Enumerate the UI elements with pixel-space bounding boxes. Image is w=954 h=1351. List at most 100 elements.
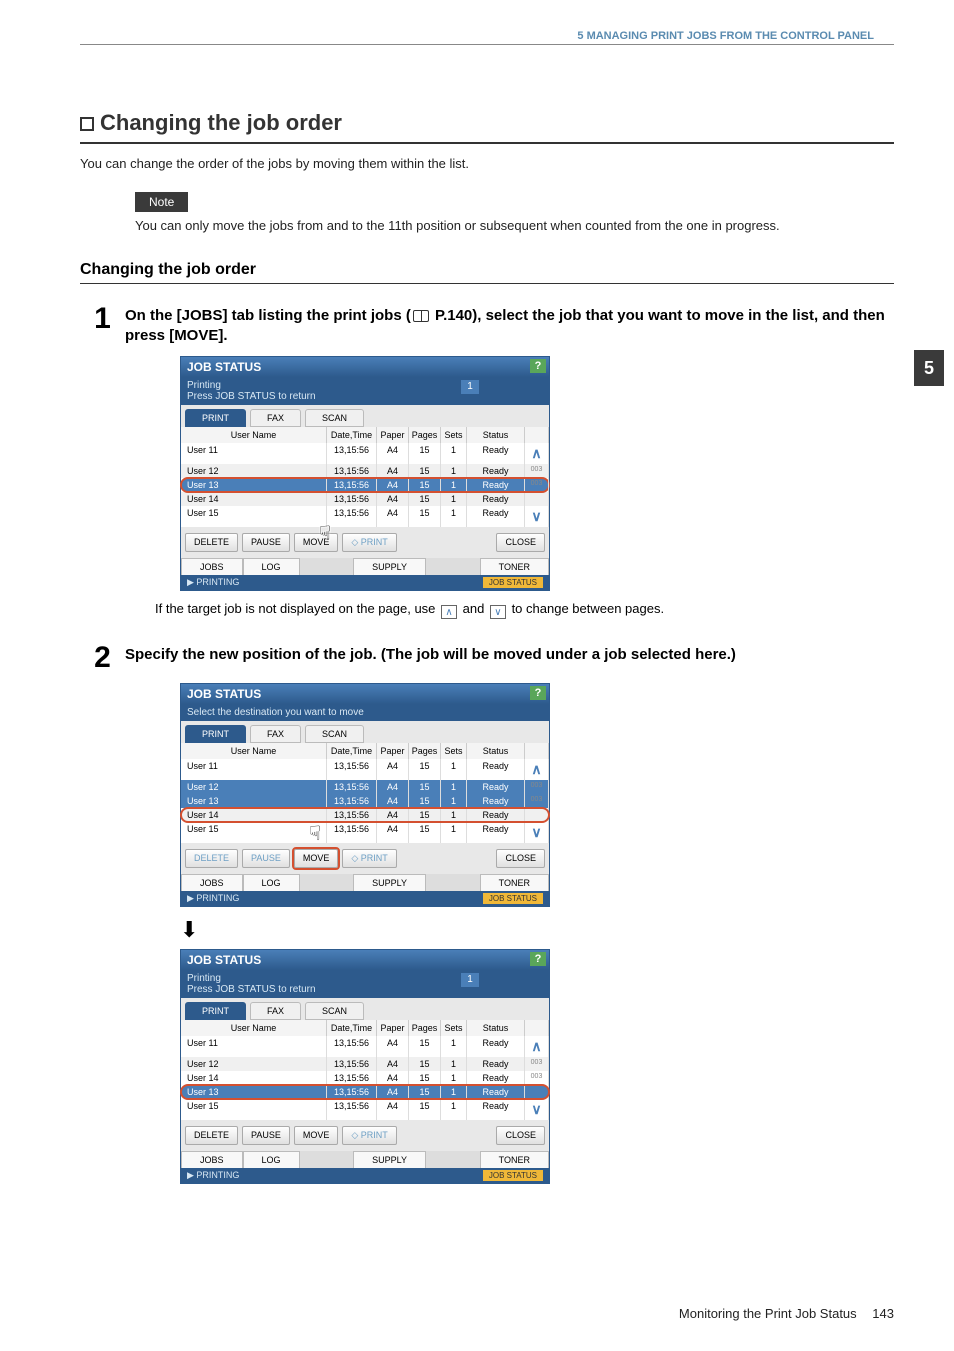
tab-fax[interactable]: FAX [250, 725, 301, 743]
col-datetime: Date,Time [327, 1020, 377, 1036]
scroll-down-button[interactable]: ∨ [525, 1099, 549, 1120]
tab-log[interactable]: LOG [243, 1151, 300, 1168]
close-button[interactable]: CLOSE [496, 1126, 545, 1145]
cell-pages: 15 [409, 1099, 441, 1120]
tab-toner[interactable]: TONER [480, 1151, 549, 1168]
tab-scan[interactable]: SCAN [305, 725, 364, 743]
panel-title: JOB STATUS? [181, 684, 549, 704]
tab-jobs[interactable]: JOBS [181, 1151, 243, 1168]
close-button[interactable]: CLOSE [496, 533, 545, 552]
tab-log[interactable]: LOG [243, 874, 300, 891]
cell-datetime: 13,15:56 [327, 794, 377, 808]
move-button[interactable]: MOVE [294, 849, 339, 868]
table-row[interactable]: User 11 13,15:56 A4 15 1 Ready ∧ [181, 1036, 549, 1057]
cell-sets: 1 [441, 822, 467, 843]
cell-pages: 15 [409, 808, 441, 822]
job-status-button[interactable]: JOB STATUS [483, 893, 543, 904]
pause-button[interactable]: PAUSE [242, 1126, 290, 1145]
print-button[interactable]: ◇ PRINT [342, 1126, 396, 1145]
cell-datetime: 13,15:56 [327, 1036, 377, 1057]
scroll-down-button[interactable]: ∨ [525, 822, 549, 843]
chapter-header: 5 MANAGING PRINT JOBS FROM THE CONTROL P… [80, 20, 894, 42]
scroll-down-button[interactable]: ∨ [525, 506, 549, 527]
tab-jobs[interactable]: JOBS [181, 558, 243, 575]
delete-button[interactable]: DELETE [185, 1126, 238, 1145]
tab-toner[interactable]: TONER [480, 874, 549, 891]
tab-supply[interactable]: SUPPLY [353, 874, 426, 891]
section-rule [80, 142, 894, 144]
scroll-up-button[interactable]: ∧ [525, 443, 549, 464]
table-row[interactable]: User 13 13,15:56 A4 15 1 Ready [181, 1085, 549, 1099]
tab-supply[interactable]: SUPPLY [353, 1151, 426, 1168]
tab-print[interactable]: PRINT [185, 409, 246, 427]
cell-pages: 15 [409, 780, 441, 794]
status-bar: ▶ PRINTING JOB STATUS [181, 1168, 549, 1183]
tab-fax[interactable]: FAX [250, 409, 301, 427]
tab-jobs[interactable]: JOBS [181, 874, 243, 891]
delete-button[interactable]: DELETE [185, 533, 238, 552]
panel-subtitle: PrintingPress JOB STATUS to return1 [181, 377, 549, 405]
job-status-button[interactable]: JOB STATUS [483, 1170, 543, 1181]
cap-b: and [459, 601, 488, 616]
cell-sets: 1 [441, 1036, 467, 1057]
cell-user: User 13 [181, 794, 327, 808]
table-row[interactable]: User 15 13,15:56 A4 15 1 Ready ∨ [181, 506, 549, 527]
scroll-up-button[interactable]: ∧ [525, 1036, 549, 1057]
step-2: 2 Specify the new position of the job. (… [80, 641, 894, 673]
tab-toner[interactable]: TONER [480, 558, 549, 575]
cap-c: to change between pages. [508, 601, 664, 616]
tab-print[interactable]: PRINT [185, 1002, 246, 1020]
scroll-up-button[interactable]: ∧ [525, 759, 549, 780]
table-row[interactable]: User 14 13,15:56 A4 15 1 Ready 003 [181, 1071, 549, 1085]
screenshot-3: JOB STATUS? PrintingPress JOB STATUS to … [180, 949, 894, 1184]
pause-button[interactable]: PAUSE [242, 533, 290, 552]
panel-title: JOB STATUS? [181, 950, 549, 970]
action-buttons: DELETE PAUSE MOVE ◇ PRINT CLOSE [181, 843, 549, 874]
pause-button[interactable]: PAUSE [242, 849, 290, 868]
move-button[interactable]: MOVE [294, 1126, 339, 1145]
help-button[interactable]: ? [530, 359, 546, 373]
table-row[interactable]: User 11 13,15:56 A4 15 1 Ready ∧ [181, 759, 549, 780]
status-left: ▶ PRINTING [187, 893, 239, 904]
cell-sets: 1 [441, 808, 467, 822]
table-row[interactable]: User 11 13,15:56 A4 15 1 Ready ∧ [181, 443, 549, 464]
tab-fax[interactable]: FAX [250, 1002, 301, 1020]
list-body: User 11 13,15:56 A4 15 1 Ready ∧ User 12… [181, 1036, 549, 1120]
close-button[interactable]: CLOSE [496, 849, 545, 868]
print-button[interactable]: ◇ PRINT [342, 849, 396, 868]
tab-scan[interactable]: SCAN [305, 409, 364, 427]
table-row[interactable]: User 12 13,15:56 A4 15 1 Ready 003 [181, 1057, 549, 1071]
delete-button[interactable]: DELETE [185, 849, 238, 868]
cell-datetime: 13,15:56 [327, 443, 377, 464]
cell-pages: 15 [409, 478, 441, 492]
table-row[interactable]: User 14 13,15:56 A4 15 1 Ready [181, 808, 549, 822]
table-row[interactable]: User 12 13,15:56 A4 15 1 Ready 003 [181, 464, 549, 478]
table-row[interactable]: User 13 13,15:56 A4 15 1 Ready 003 [181, 478, 549, 492]
cell-user: User 15 [181, 822, 327, 843]
cell-datetime: 13,15:56 [327, 492, 377, 506]
cell-paper: A4 [377, 506, 409, 527]
table-row[interactable]: User 12 13,15:56 A4 15 1 Ready 003 [181, 780, 549, 794]
tab-log[interactable]: LOG [243, 558, 300, 575]
cell-pages: 15 [409, 1036, 441, 1057]
print-button[interactable]: ◇ PRINT [342, 533, 396, 552]
step1-caption: If the target job is not displayed on th… [155, 601, 894, 617]
table-row[interactable]: User 15 13,15:56 A4 15 1 Ready ∨ [181, 1099, 549, 1120]
cell-paper: A4 [377, 1071, 409, 1085]
col-pages: Pages [409, 427, 441, 443]
table-row[interactable]: User 14 13,15:56 A4 15 1 Ready [181, 492, 549, 506]
tab-scan[interactable]: SCAN [305, 1002, 364, 1020]
note-label: Note [135, 192, 188, 212]
tab-print[interactable]: PRINT [185, 725, 246, 743]
table-row[interactable]: User 13 13,15:56 A4 15 1 Ready 003 [181, 794, 549, 808]
job-status-button[interactable]: JOB STATUS [483, 577, 543, 588]
table-row[interactable]: User 15 13,15:56 A4 15 1 Ready ∨ [181, 822, 549, 843]
move-button[interactable]: MOVE [294, 533, 339, 552]
col-paper: Paper [377, 427, 409, 443]
help-button[interactable]: ? [530, 686, 546, 700]
cell-status: Ready [467, 443, 525, 464]
cell-paper: A4 [377, 1036, 409, 1057]
col-paper: Paper [377, 1020, 409, 1036]
tab-supply[interactable]: SUPPLY [353, 558, 426, 575]
help-button[interactable]: ? [530, 952, 546, 966]
